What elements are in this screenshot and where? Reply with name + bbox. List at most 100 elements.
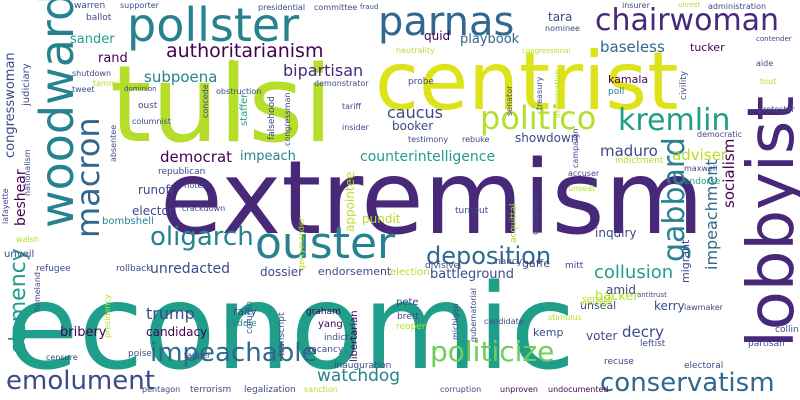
word-caucus: caucus bbox=[387, 103, 444, 122]
word-michigan: michigan bbox=[451, 303, 460, 340]
word-nationalism: nationalism bbox=[23, 149, 32, 196]
word-pete: pete bbox=[396, 297, 419, 308]
word-divisive: divisive bbox=[425, 261, 460, 271]
word-judiciary: judiciary bbox=[21, 63, 32, 106]
word-column: column bbox=[245, 300, 255, 334]
word-ballot: ballot bbox=[86, 13, 112, 23]
word-refugee: refugee bbox=[36, 264, 71, 274]
word-pollster: pollster bbox=[127, 0, 300, 52]
word-senate: senate bbox=[582, 295, 613, 305]
word-congressional: congressional bbox=[522, 47, 571, 55]
word-bombshell: bombshell bbox=[102, 216, 154, 227]
word-watchdog: watchdog bbox=[317, 366, 401, 386]
word-candidate: candidate bbox=[484, 317, 524, 326]
word-rebuke: rebuke bbox=[462, 135, 490, 144]
word-columnist: columnist bbox=[132, 117, 171, 126]
word-subpoena: subpoena bbox=[144, 68, 218, 86]
word-gerrymander: gerrymander bbox=[297, 217, 306, 270]
word-transcript: transcript bbox=[277, 312, 287, 356]
word-extremism: extremism bbox=[160, 139, 704, 258]
word-kamala: kamala bbox=[608, 73, 649, 86]
word-supporter: supporter bbox=[120, 1, 159, 10]
word-homeland: homeland bbox=[33, 272, 42, 312]
word-graham: graham bbox=[306, 307, 341, 317]
word-politicize: politicize bbox=[430, 335, 555, 368]
word-appointee: appointee bbox=[343, 171, 357, 232]
word-inquiry: inquiry bbox=[595, 226, 637, 240]
word-democrat: democrat bbox=[160, 148, 233, 166]
word-parnas: parnas bbox=[378, 0, 515, 45]
word-mitt: mitt bbox=[565, 261, 584, 271]
word-deposition: deposition bbox=[426, 242, 552, 270]
word-kerry: kerry bbox=[654, 299, 685, 313]
word-contender: contender bbox=[756, 35, 792, 43]
word-showdown: showdown bbox=[515, 131, 579, 145]
word-clemency: clemency bbox=[6, 248, 31, 354]
word-reopen: reopen bbox=[396, 322, 428, 332]
word-administration: administration bbox=[708, 2, 767, 11]
word-amid: amid bbox=[606, 283, 636, 297]
word-bribery: bribery bbox=[60, 325, 107, 340]
word-testimony: testimony bbox=[408, 135, 449, 144]
word-presidency: presidency bbox=[103, 294, 112, 338]
word-pentagon: pentagon bbox=[142, 385, 181, 394]
word-insider: insider bbox=[342, 123, 369, 132]
word-unproven: unproven bbox=[500, 385, 538, 394]
word-tara: tara bbox=[548, 10, 573, 24]
word-concede: concede bbox=[201, 84, 210, 118]
word-stimulus: stimulus bbox=[548, 313, 582, 322]
word-treasury: treasury bbox=[535, 76, 544, 110]
word-sander: sander bbox=[70, 32, 115, 47]
word-nancy: nancy bbox=[495, 257, 523, 267]
word-vacancy: vacancy bbox=[306, 345, 344, 355]
word-campaign: campaign bbox=[571, 128, 580, 168]
word-poll: poll bbox=[608, 87, 625, 97]
word-trump: trump bbox=[146, 304, 195, 323]
word-probe: probe bbox=[408, 77, 434, 87]
word-congressman: congressman bbox=[283, 92, 292, 146]
word-voter: voter bbox=[586, 329, 618, 343]
word-nominee: nominee bbox=[545, 24, 580, 33]
word-congresswoman: congresswoman bbox=[3, 52, 18, 158]
word-gubernatorial: gubernatorial bbox=[469, 288, 478, 342]
word-dossier: dossier bbox=[260, 265, 304, 279]
word-corruption: corruption bbox=[440, 385, 482, 394]
word-staffer: staffer bbox=[239, 93, 250, 126]
word-migrant: migrant bbox=[679, 239, 692, 283]
word-battleground: battleground bbox=[430, 267, 515, 282]
word-neutrality: neutrality bbox=[396, 46, 435, 55]
word-quid: quid bbox=[424, 29, 451, 43]
word-tout: tout bbox=[760, 77, 777, 86]
word-booker: booker bbox=[392, 119, 434, 133]
word-chairwoman: chairwoman bbox=[595, 3, 780, 38]
word-indict: indict bbox=[324, 333, 349, 343]
word-committee: committee bbox=[314, 3, 358, 12]
word-walsh: walsh bbox=[16, 235, 39, 244]
word-centrist: centrist bbox=[375, 35, 679, 128]
word-conservatism: conservatism bbox=[600, 368, 775, 398]
word-legalization: legalization bbox=[244, 385, 296, 395]
word-authoritarianism: authoritarianism bbox=[166, 40, 324, 62]
word-unredacted: unredacted bbox=[150, 261, 230, 277]
word-leftist: leftist bbox=[640, 339, 666, 349]
word-undocumented: undocumented bbox=[548, 385, 609, 394]
word-tweet: tweet bbox=[72, 85, 95, 94]
word-democratic: democratic bbox=[697, 130, 743, 139]
word-kemp: kemp bbox=[533, 326, 564, 339]
word-civility: civility bbox=[679, 70, 689, 100]
word-impeachment: impeachment bbox=[702, 159, 721, 270]
word-yang: yang bbox=[318, 319, 343, 330]
word-terrorism: terrorism bbox=[190, 385, 232, 395]
word-macron: macron bbox=[69, 117, 107, 238]
word-decry: decry bbox=[622, 323, 665, 341]
word-senator: senator bbox=[505, 85, 514, 116]
word-censure: censure bbox=[46, 353, 78, 362]
word-peddle: peddle bbox=[226, 319, 257, 329]
word-shutdown: shutdown bbox=[72, 69, 112, 78]
word-lafayette: lafayette bbox=[1, 188, 10, 224]
word-pundit: pundit bbox=[362, 212, 401, 226]
word-warren: warren bbox=[74, 1, 106, 11]
word-partisan: partisan bbox=[748, 339, 785, 349]
word-runoff: runoff bbox=[138, 183, 174, 197]
word-electoral: electoral bbox=[684, 361, 724, 371]
